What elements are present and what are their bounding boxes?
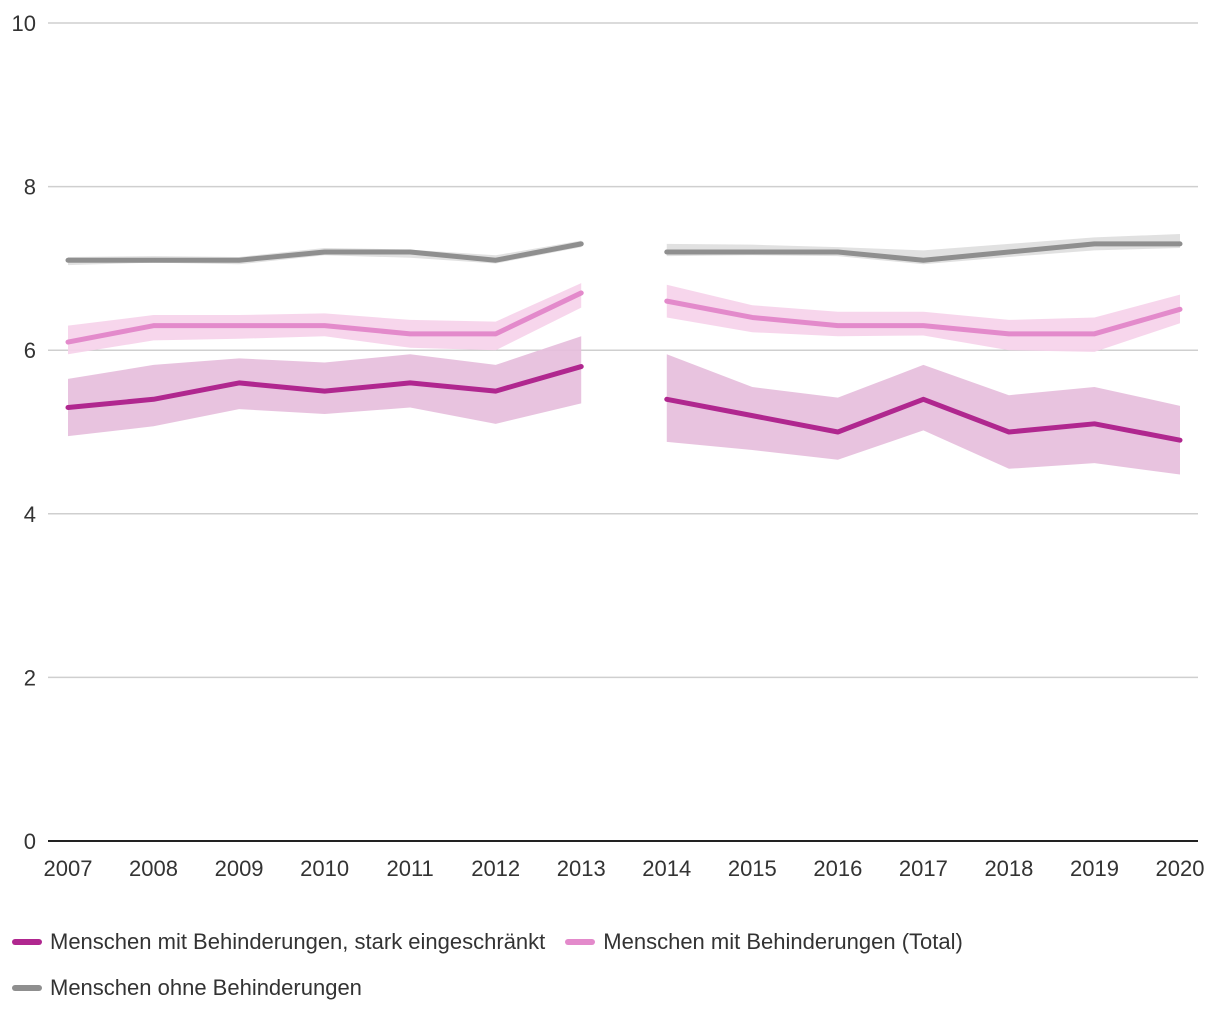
data-point-series-0-2013 bbox=[579, 364, 584, 369]
data-point-series-2-2018 bbox=[1006, 250, 1011, 255]
axes: 0 2 4 6 8 10 2007 2008 2009 2010 2011 2012 2013 2014 2… bbox=[12, 11, 1205, 881]
legend-swatch-severe bbox=[12, 939, 42, 945]
gridlines bbox=[48, 22, 1198, 679]
x-tick-label: 2009 bbox=[215, 856, 264, 881]
confidence-band-series-0-segment-0 bbox=[68, 336, 582, 437]
data-point-series-0-2014 bbox=[664, 397, 669, 402]
series-lines bbox=[65, 241, 1183, 443]
x-tick-label: 2014 bbox=[642, 856, 691, 881]
data-point-series-2-2019 bbox=[1092, 241, 1097, 246]
data-point-series-1-2012 bbox=[493, 331, 498, 336]
x-tick-label: 2016 bbox=[813, 856, 862, 881]
data-point-series-1-2018 bbox=[1006, 331, 1011, 336]
data-point-series-0-2019 bbox=[1092, 421, 1097, 426]
data-point-series-1-2016 bbox=[835, 323, 840, 328]
legend-label-severe: Menschen mit Behinderungen, stark einges… bbox=[50, 929, 546, 954]
y-tick-label: 2 bbox=[24, 665, 36, 690]
data-point-series-0-2018 bbox=[1006, 430, 1011, 434]
data-point-series-2-2014 bbox=[664, 250, 669, 255]
data-point-series-0-2017 bbox=[921, 397, 926, 402]
data-point-series-0-2012 bbox=[493, 389, 498, 394]
data-point-series-2-2020 bbox=[1178, 241, 1182, 246]
data-point-series-2-2016 bbox=[835, 250, 840, 255]
x-tick-label: 2017 bbox=[899, 856, 948, 881]
confidence-band-series-2-segment-1 bbox=[666, 234, 1180, 265]
data-point-series-1-2015 bbox=[750, 315, 755, 320]
legend-row-1: Menschen mit Behinderungen, stark einges… bbox=[12, 922, 1202, 962]
data-point-series-2-2012 bbox=[493, 258, 498, 263]
x-tick-label: 2007 bbox=[44, 856, 93, 881]
data-point-series-2-2013 bbox=[579, 241, 584, 246]
x-tick-label: 2020 bbox=[1156, 856, 1205, 881]
legend-row-2: Menschen ohne Behinderungen bbox=[12, 968, 1202, 1008]
data-point-series-1-2010 bbox=[322, 323, 327, 328]
x-tick-label: 2008 bbox=[129, 856, 178, 881]
data-point-series-2-2010 bbox=[322, 250, 327, 255]
legend-swatch-total bbox=[565, 939, 596, 945]
data-point-series-2-2015 bbox=[750, 250, 755, 255]
x-tick-label: 2012 bbox=[471, 856, 520, 881]
data-point-series-2-2009 bbox=[237, 258, 242, 263]
y-tick-label: 10 bbox=[12, 11, 36, 36]
x-tick-label: 2010 bbox=[300, 856, 349, 881]
data-point-series-1-2008 bbox=[151, 323, 156, 328]
legend-swatch-without bbox=[12, 985, 42, 991]
confidence-band-series-1-segment-0 bbox=[68, 283, 582, 355]
data-point-series-2-2011 bbox=[408, 250, 413, 255]
data-point-series-1-2020 bbox=[1178, 307, 1182, 312]
x-tick-label: 2015 bbox=[728, 856, 777, 881]
data-point-series-1-2009 bbox=[237, 323, 242, 328]
data-point-series-0-2016 bbox=[835, 430, 840, 434]
data-point-series-0-2008 bbox=[151, 397, 156, 402]
data-point-series-0-2011 bbox=[408, 380, 413, 385]
x-tick-label: 2011 bbox=[386, 856, 433, 881]
x-tick-label: 2019 bbox=[1070, 856, 1119, 881]
x-tick-label: 2013 bbox=[557, 856, 606, 881]
legend-label-total: Menschen mit Behinderungen (Total) bbox=[603, 929, 963, 954]
x-tick-label: 2018 bbox=[984, 856, 1033, 881]
data-point-series-1-2014 bbox=[664, 299, 669, 304]
data-point-series-2-2008 bbox=[151, 258, 156, 263]
y-tick-label: 8 bbox=[24, 175, 36, 200]
data-point-series-0-2015 bbox=[750, 413, 755, 418]
data-point-series-1-2017 bbox=[921, 323, 926, 328]
legend-item-without: Menschen ohne Behinderungen bbox=[12, 975, 362, 1001]
data-point-series-1-2011 bbox=[408, 331, 413, 336]
legend-item-total: Menschen mit Behinderungen (Total) bbox=[565, 929, 963, 955]
data-point-series-0-2010 bbox=[322, 389, 327, 394]
y-tick-label: 4 bbox=[24, 502, 36, 527]
y-tick-label: 6 bbox=[24, 338, 36, 363]
confidence-band-series-0-segment-1 bbox=[666, 354, 1180, 475]
data-point-series-0-2007 bbox=[66, 405, 70, 410]
data-point-series-2-2017 bbox=[921, 258, 926, 263]
confidence-bands bbox=[68, 234, 1180, 475]
data-point-series-0-2009 bbox=[237, 380, 242, 385]
data-point-series-2-2007 bbox=[66, 258, 70, 263]
legend-item-severe: Menschen mit Behinderungen, stark einges… bbox=[12, 929, 545, 955]
legend: Menschen mit Behinderungen, stark einges… bbox=[12, 922, 1202, 1014]
data-point-series-1-2019 bbox=[1092, 331, 1097, 336]
data-point-series-1-2013 bbox=[579, 290, 584, 295]
line-chart: 0 2 4 6 8 10 2007 2008 2009 2010 2011 2012 2013 2014 2… bbox=[12, 11, 1205, 881]
y-tick-label: 0 bbox=[24, 829, 36, 854]
data-point-series-1-2007 bbox=[66, 340, 70, 345]
data-point-series-0-2020 bbox=[1178, 438, 1182, 443]
legend-label-without: Menschen ohne Behinderungen bbox=[50, 975, 362, 1000]
